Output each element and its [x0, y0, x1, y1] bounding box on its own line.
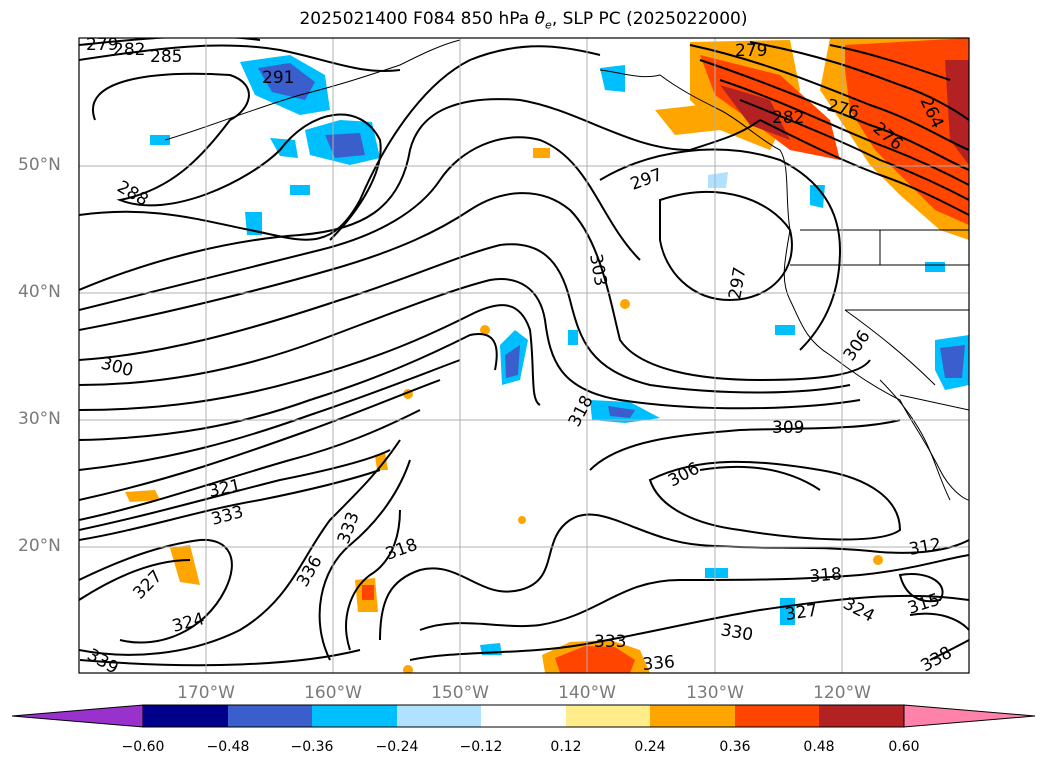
colorbar-tick: −0.24 — [375, 739, 419, 755]
contour-label: 324 — [170, 609, 207, 637]
contour-label: 333 — [334, 509, 364, 546]
contour-label: 327 — [784, 601, 819, 625]
lon-label-170w: 170°W — [177, 683, 235, 703]
colorbar-tick: −0.60 — [121, 739, 165, 755]
lon-label-140w: 140°W — [558, 683, 616, 703]
colorbar-tick: 0.12 — [550, 739, 582, 755]
contour-label: 303 — [585, 252, 610, 287]
map-title: 2025021400 F084 850 hPa θe, SLP PC (2025… — [299, 9, 748, 32]
contour-label: 282 — [772, 108, 804, 128]
colorbar-over-arrow — [903, 704, 1036, 728]
contour-label: 333 — [209, 502, 246, 530]
colorbar-tick: −0.36 — [290, 739, 334, 755]
contour-label: 282 — [113, 40, 145, 60]
contour-label: 291 — [262, 68, 294, 88]
colorbar-tick: −0.12 — [459, 739, 503, 755]
coastlines — [164, 39, 969, 501]
lon-label-130w: 130°W — [686, 683, 744, 703]
contour-label: 297 — [628, 165, 665, 195]
contour-label: 306 — [840, 327, 875, 365]
contour-label: 309 — [772, 418, 804, 438]
map-frame — [78, 37, 970, 674]
contour-label: 318 — [383, 535, 420, 565]
colorbar-tick: 0.48 — [803, 739, 835, 755]
negative-anomaly-shading — [150, 55, 969, 655]
lon-label-150w: 150°W — [431, 683, 489, 703]
lat-label-30n: 30°N — [18, 409, 61, 429]
lon-label-160w: 160°W — [304, 683, 362, 703]
contour-label: 300 — [99, 354, 136, 382]
gridlines — [79, 38, 969, 673]
contour-label: 318 — [809, 564, 843, 587]
contour-label: 279 — [86, 35, 118, 55]
contour-label: 336 — [293, 552, 327, 590]
contour-label: 321 — [207, 476, 243, 502]
colorbar-tick: −0.48 — [206, 739, 250, 755]
lon-label-120w: 120°W — [813, 683, 871, 703]
contour-label: 338 — [918, 643, 956, 677]
contour-label: 336 — [642, 652, 676, 675]
contour-label: 333 — [594, 632, 626, 652]
colorbar-tick: 0.24 — [634, 739, 666, 755]
contour-label: 330 — [719, 620, 754, 645]
positive-anomaly-shading — [125, 38, 969, 673]
contour-label: 306 — [665, 459, 703, 492]
contour-label: 312 — [907, 535, 942, 560]
colorbar-tick: 0.36 — [719, 739, 751, 755]
contour-label: 285 — [150, 47, 182, 67]
colorbar-under-arrow — [11, 704, 144, 728]
contour-label: 324 — [840, 594, 878, 627]
colorbar-tick: 0.60 — [888, 739, 920, 755]
lat-label-40n: 40°N — [18, 282, 61, 302]
contour-label: 279 — [735, 41, 767, 61]
theta-e-contours — [79, 38, 969, 667]
lat-label-20n: 20°N — [18, 536, 61, 556]
contour-label: 297 — [725, 265, 750, 300]
lat-label-50n: 50°N — [18, 155, 61, 175]
colorbar — [11, 704, 1036, 728]
